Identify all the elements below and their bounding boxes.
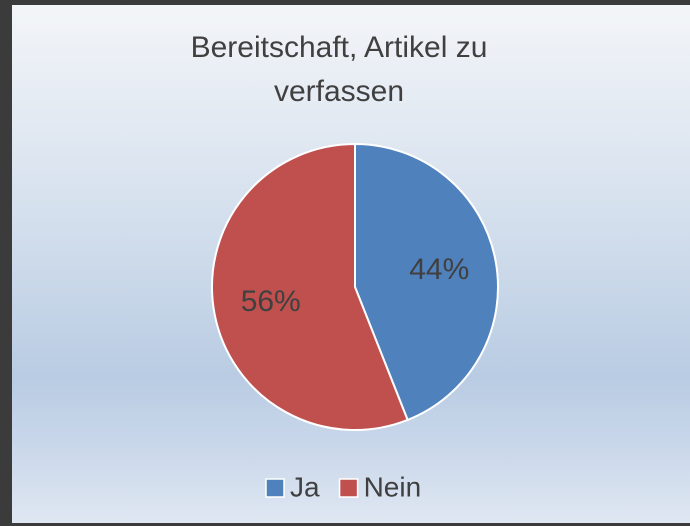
legend-swatch (338, 478, 359, 498)
legend-swatch (265, 478, 285, 498)
data-label: 44% (409, 253, 469, 286)
data-label: 56% (241, 285, 301, 318)
chart-title: Bereitschaft, Artikel zu verfassen (190, 31, 488, 108)
pie-slice (211, 142, 409, 431)
pie-slice (354, 142, 499, 422)
legend-label: Ja (290, 471, 320, 502)
legend-label: Nein (364, 471, 422, 502)
